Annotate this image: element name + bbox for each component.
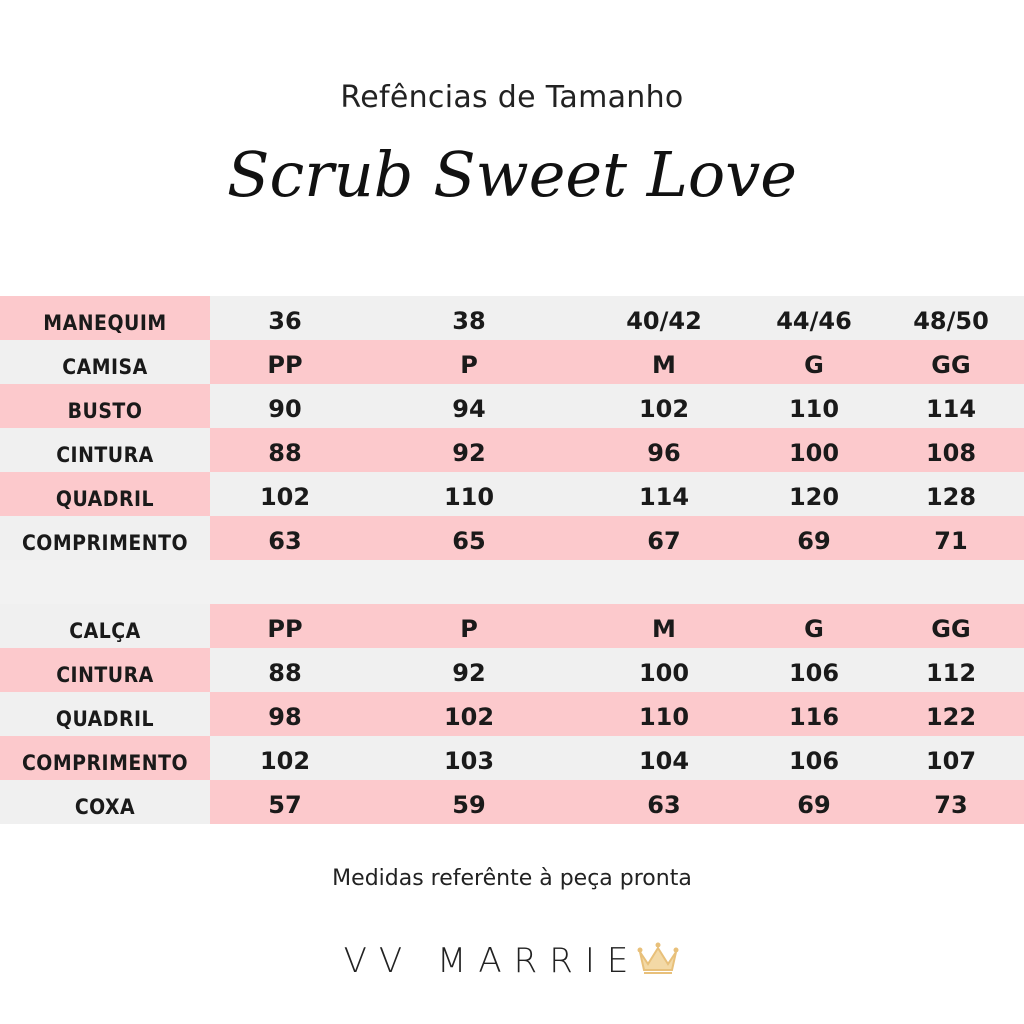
table-cell: 110 [750, 384, 878, 428]
table-cell: 92 [360, 428, 578, 472]
row-label: QUADRIL [0, 472, 210, 516]
table-cell: 67 [578, 516, 750, 560]
table-cell: 59 [360, 780, 578, 824]
table-row-comprimento: COMPRIMENTO 102 103 104 106 107 [0, 736, 1024, 780]
row-label: COMPRIMENTO [0, 736, 210, 780]
table-cell: G [750, 340, 878, 384]
table-row-quadril: QUADRIL 102 110 114 120 128 [0, 472, 1024, 516]
table-cell: 73 [878, 780, 1024, 824]
table-cell: 108 [878, 428, 1024, 472]
table-cell: 106 [750, 736, 878, 780]
table-cell: 120 [750, 472, 878, 516]
table-cell: 90 [210, 384, 360, 428]
table-cell: 88 [210, 648, 360, 692]
table-cell: 128 [878, 472, 1024, 516]
row-label: CINTURA [0, 648, 210, 692]
table-cell: 94 [360, 384, 578, 428]
table-cell: PP [210, 340, 360, 384]
table-row-coxa: COXA 57 59 63 69 73 [0, 780, 1024, 824]
row-label: MANEQUIM [0, 296, 210, 340]
table-cell: M [578, 340, 750, 384]
table-cell: 102 [360, 692, 578, 736]
table-cell: 36 [210, 296, 360, 340]
crown-icon [636, 940, 680, 985]
table-cell: 122 [878, 692, 1024, 736]
table-cell: 69 [750, 516, 878, 560]
table-cell: 114 [878, 384, 1024, 428]
page-title: Scrub Sweet Love [227, 138, 797, 211]
table-cell: 65 [360, 516, 578, 560]
table-cell: 69 [750, 780, 878, 824]
table-cell: G [750, 604, 878, 648]
table-cell: 110 [578, 692, 750, 736]
table-cell: 106 [750, 648, 878, 692]
table-cell: 40/42 [578, 296, 750, 340]
table-cell: 104 [578, 736, 750, 780]
brand-logo: VV MARRIE [0, 940, 1024, 985]
table-cell: M [578, 604, 750, 648]
row-label: COMPRIMENTO [0, 516, 210, 560]
subtitle: Refências de Tamanho [340, 80, 684, 115]
row-label: CALÇA [0, 604, 210, 648]
table-cell: 102 [210, 472, 360, 516]
table-cell: 63 [210, 516, 360, 560]
table-cell: GG [878, 604, 1024, 648]
table-cell: 44/46 [750, 296, 878, 340]
table-cell: 57 [210, 780, 360, 824]
table-cell: 96 [578, 428, 750, 472]
row-label: BUSTO [0, 384, 210, 428]
table-cell: 107 [878, 736, 1024, 780]
size-table: MANEQUIM 36 38 40/42 44/46 48/50 CAMISA … [0, 296, 1024, 824]
row-label: COXA [0, 780, 210, 824]
table-divider [0, 560, 1024, 604]
table-cell: 88 [210, 428, 360, 472]
table-cell: 100 [578, 648, 750, 692]
table-cell: 110 [360, 472, 578, 516]
table-row-manequim: MANEQUIM 36 38 40/42 44/46 48/50 [0, 296, 1024, 340]
table-cell: 38 [360, 296, 578, 340]
table-cell: 63 [578, 780, 750, 824]
table-cell: 112 [878, 648, 1024, 692]
table-row-quadril: QUADRIL 98 102 110 116 122 [0, 692, 1024, 736]
table-cell: 98 [210, 692, 360, 736]
row-label: CINTURA [0, 428, 210, 472]
row-label: QUADRIL [0, 692, 210, 736]
table-row-comprimento: COMPRIMENTO 63 65 67 69 71 [0, 516, 1024, 560]
table-cell: 102 [210, 736, 360, 780]
table-cell: 116 [750, 692, 878, 736]
table-row-calca: CALÇA PP P M G GG [0, 604, 1024, 648]
measurement-note: Medidas referênte à peça pronta [332, 866, 692, 891]
table-cell: P [360, 340, 578, 384]
brand-name: VV MARRIE [343, 941, 641, 981]
table-row-cintura: CINTURA 88 92 96 100 108 [0, 428, 1024, 472]
table-cell: GG [878, 340, 1024, 384]
table-cell: 71 [878, 516, 1024, 560]
table-cell: 48/50 [878, 296, 1024, 340]
table-cell: 92 [360, 648, 578, 692]
table-row-busto: BUSTO 90 94 102 110 114 [0, 384, 1024, 428]
table-row-cintura: CINTURA 88 92 100 106 112 [0, 648, 1024, 692]
table-row-camisa: CAMISA PP P M G GG [0, 340, 1024, 384]
table-cell: PP [210, 604, 360, 648]
table-cell: 114 [578, 472, 750, 516]
table-cell: 102 [578, 384, 750, 428]
table-cell: 100 [750, 428, 878, 472]
table-cell: 103 [360, 736, 578, 780]
row-label: CAMISA [0, 340, 210, 384]
table-cell: P [360, 604, 578, 648]
